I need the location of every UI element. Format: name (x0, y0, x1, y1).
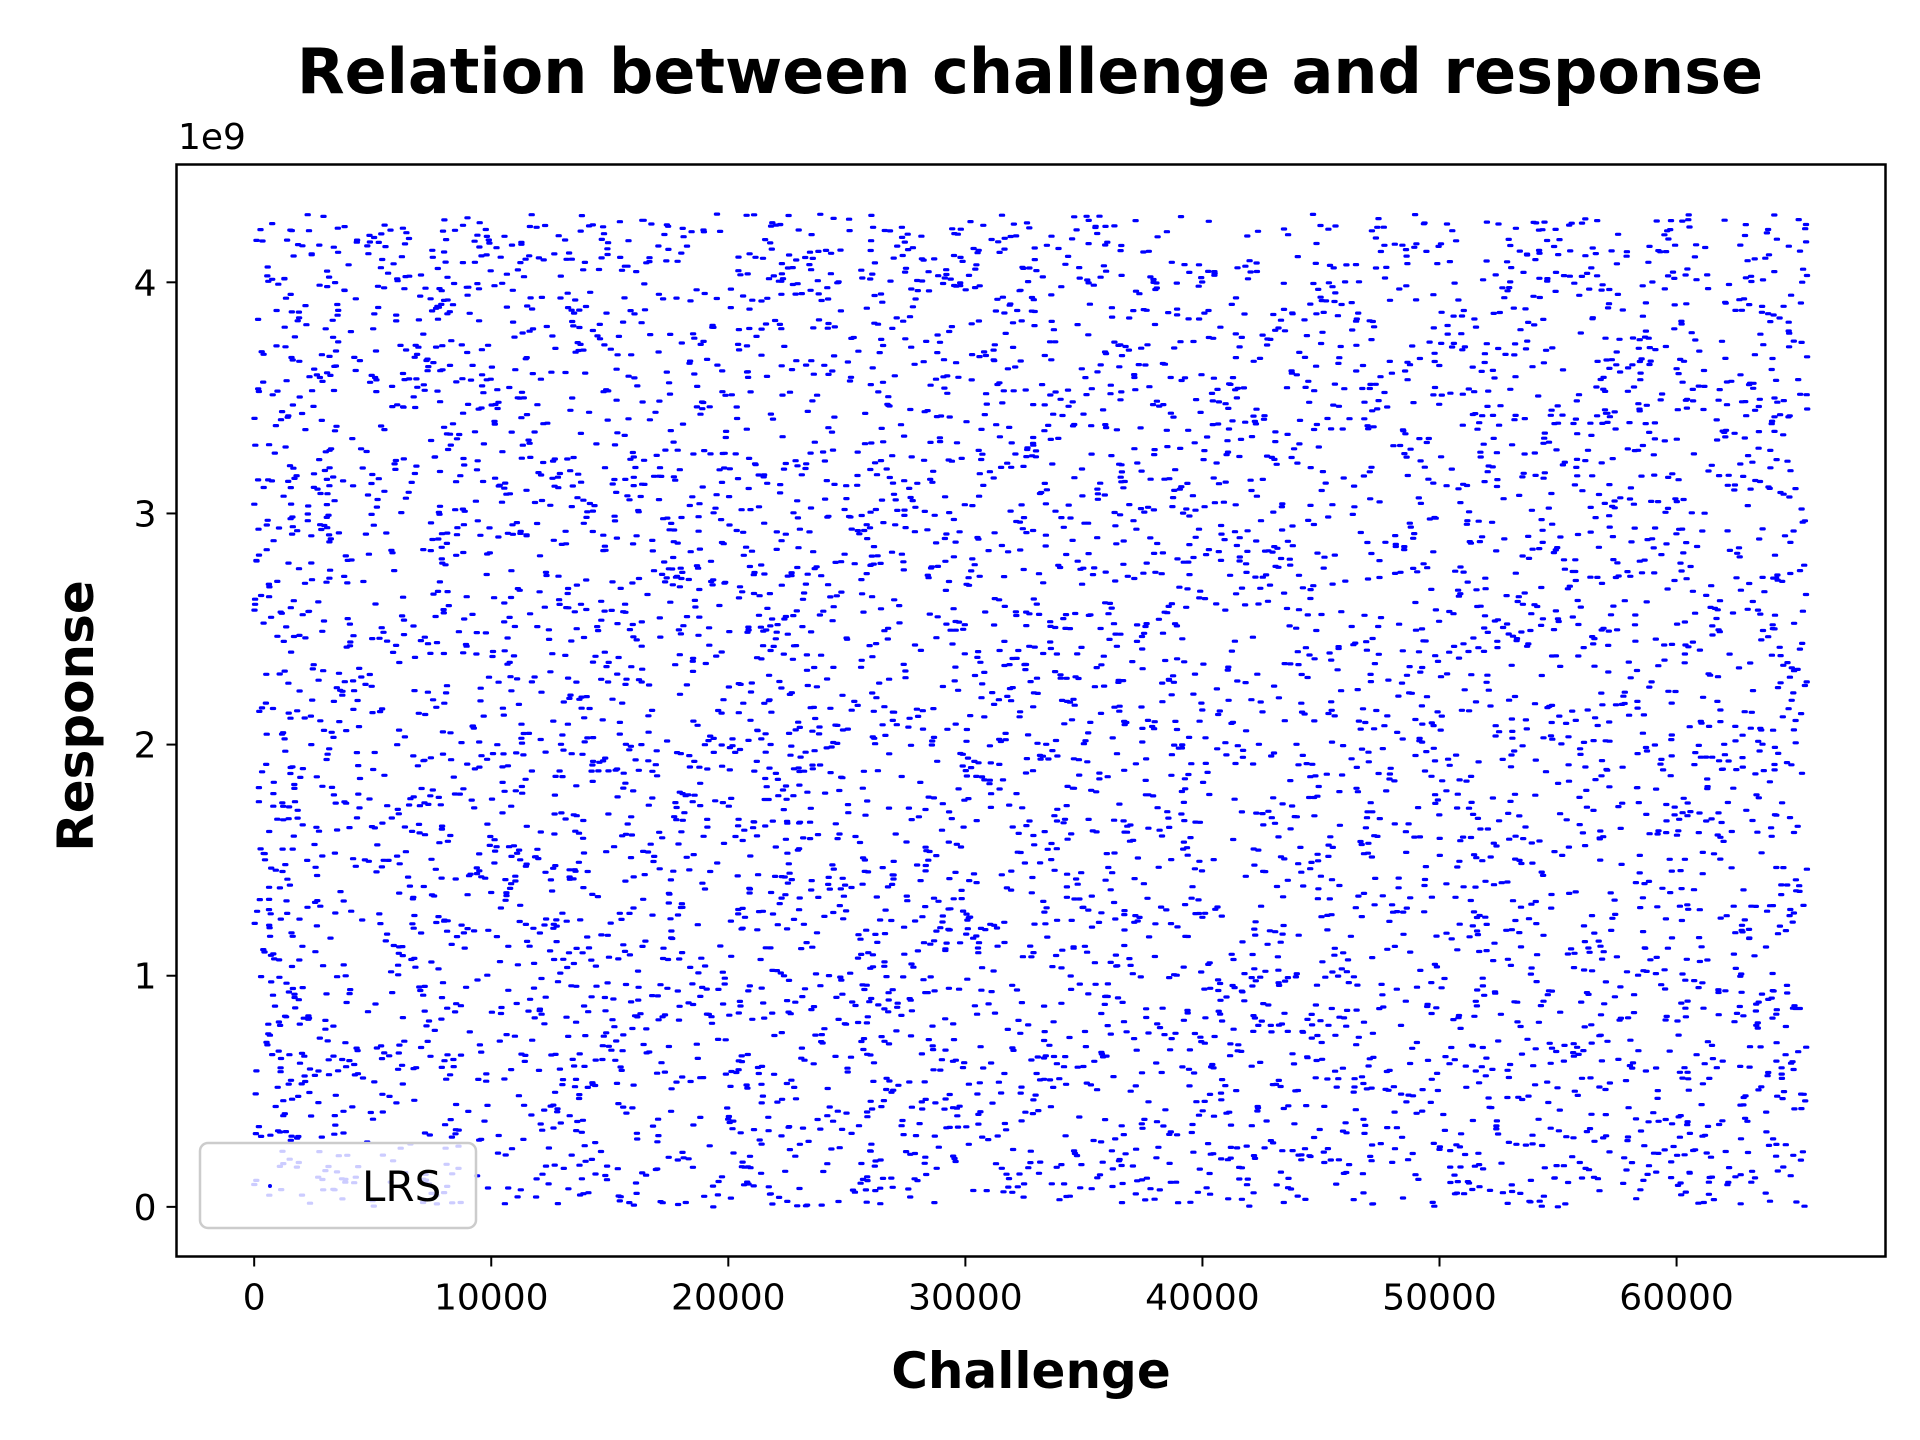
y-tick-label: 0 (134, 1188, 157, 1229)
x-tick-label: 50000 (1382, 1278, 1497, 1319)
x-axis-label: Challenge (891, 1342, 1171, 1400)
x-tick-label: 20000 (671, 1278, 786, 1319)
y-offset-label: 1e9 (178, 117, 246, 158)
chart-title: Relation between challenge and response (297, 35, 1763, 108)
y-tick-label: 3 (134, 494, 157, 535)
x-tick-label: 30000 (908, 1278, 1023, 1319)
y-tick-label: 2 (134, 726, 157, 767)
x-tick-label: 0 (243, 1278, 266, 1319)
legend: LRS (198, 1141, 478, 1230)
legend-label-lrs: LRS (362, 1162, 441, 1211)
legend-marker (268, 1184, 272, 1188)
y-axis-label: Response (47, 580, 105, 852)
y-axis-ticks: 0 1 2 3 4 (134, 263, 177, 1229)
x-axis-ticks: 0 10000 20000 30000 40000 50000 60000 (243, 1256, 1734, 1319)
x-tick-label: 10000 (434, 1278, 549, 1319)
x-tick-label: 60000 (1619, 1278, 1734, 1319)
y-tick-label: 1 (134, 957, 157, 998)
plot-area-points (251, 212, 1811, 1209)
legend-box (198, 1141, 478, 1230)
scatter-points-lrs (251, 212, 1811, 1209)
x-tick-label: 40000 (1145, 1278, 1260, 1319)
y-tick-label: 4 (134, 263, 157, 304)
plot-frame (175, 163, 1887, 1258)
